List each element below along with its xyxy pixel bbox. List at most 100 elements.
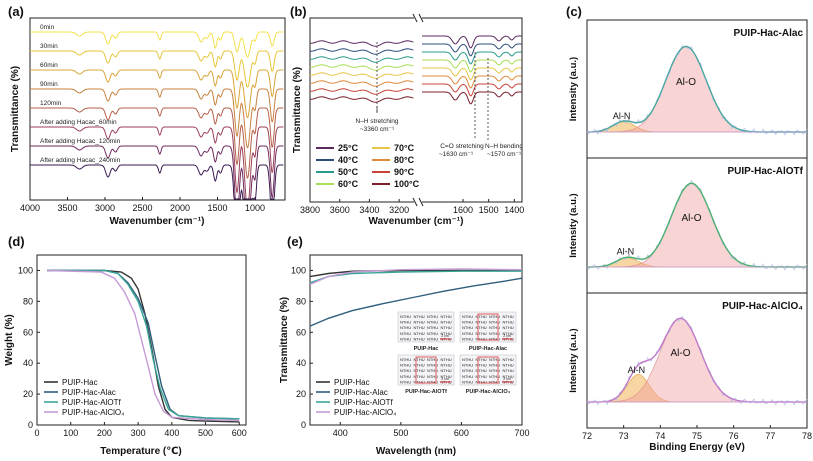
x-tick-label: 3500 <box>57 203 77 213</box>
panel-b-co-stretching-label: C=O stretching <box>440 143 484 150</box>
inset-photo-label-4: PUIP-Hac-AlClO₄ <box>466 389 511 395</box>
x-tick-label: 73 <box>619 431 629 441</box>
x-tick-label: 600 <box>232 428 247 438</box>
inset-text-pattern: NTHU <box>400 325 411 330</box>
panel-c-x-axis-label: Binding Energy (eV) <box>649 442 745 453</box>
legend-label-4: PUIP-Hac-AlClO₄ <box>334 408 396 417</box>
panel-b-x-ticks: 3800 3600 3400 3200 1600 1500 1400 <box>300 199 524 215</box>
x-tick-label: 3600 <box>330 205 350 215</box>
series-label-5: 120min <box>40 100 62 107</box>
panel-e-y-axis-label: Transmittance (%) <box>279 297 290 383</box>
series-line-right-5 <box>422 67 522 81</box>
legend-label-1: PUIP-Hac <box>62 378 98 387</box>
inset-text-pattern: NTHU <box>427 368 438 373</box>
legend-label-3: PUIP-Hac-AlOTf <box>334 398 393 407</box>
panel-a-x-ticks: 4000 3500 3000 2500 2000 1500 1000 <box>20 197 265 213</box>
y-tick-label: 100 <box>18 265 33 275</box>
series-label-6: After adding Hacac_60min <box>40 119 117 126</box>
inset-text-pattern: NTHU <box>489 320 500 325</box>
inset-text-pattern: NTHU <box>462 379 473 384</box>
x-tick-label: 4000 <box>20 203 40 213</box>
x-tick-label: 1400 <box>504 205 524 215</box>
x-tick-label: 200 <box>97 428 112 438</box>
panel-d-x-axis-label: Temperature (℃) <box>100 446 181 457</box>
y-tick-label: 20 <box>23 389 33 399</box>
legend-label-2: 40°C <box>338 155 359 165</box>
series-line-4 <box>30 88 284 149</box>
legend-label-4: 60°C <box>338 179 359 189</box>
inset-text-pattern: NTHU <box>476 325 487 330</box>
x-tick-label: 72 <box>582 431 592 441</box>
panel-a-curves <box>30 31 284 200</box>
inset-text-pattern: NTHU <box>503 368 514 373</box>
inset-text-pattern: NTHU <box>462 363 473 368</box>
inset-text-pattern: NTHU <box>400 320 411 325</box>
inset-text-pattern: NTHU <box>441 320 452 325</box>
series-line-left-3 <box>310 56 414 63</box>
inset-text-pattern: NTHU <box>414 374 425 379</box>
legend-label-2: PUIP-Hac-Alac <box>62 388 116 397</box>
x-tick-label: 400 <box>164 428 179 438</box>
series-line-right-6 <box>422 75 522 89</box>
legend-label-1: 25°C <box>338 143 359 153</box>
series-line-5 <box>30 107 284 179</box>
series-line-right-7 <box>422 83 522 97</box>
inset-photo-4 <box>459 354 517 386</box>
series-label-8: After adding Hacac_240min <box>40 157 121 164</box>
legend-label-8: 100°C <box>394 179 420 189</box>
panel-e-letter: (e) <box>287 234 303 249</box>
inset-text-pattern: NTHU <box>489 363 500 368</box>
panel-e-frame <box>309 254 523 426</box>
inset-photo-2 <box>459 311 517 343</box>
y-tick-label: 100 <box>291 265 306 275</box>
inset-text-pattern: NTHU <box>462 357 473 362</box>
inset-text-pattern: NTHU <box>414 368 425 373</box>
inset-text-pattern: NTHU <box>400 368 411 373</box>
y-tick-label: 20 <box>296 389 306 399</box>
panel-b-co-stretching-value: ~1630 cm⁻¹ <box>439 151 474 158</box>
legend-label-7: 90°C <box>394 167 415 177</box>
inset-text-pattern: NTHU <box>441 357 452 362</box>
x-tick-label: 300 <box>131 428 146 438</box>
panel-d-legend: PUIP-HacPUIP-Hac-AlacPUIP-Hac-AlOTfPUIP-… <box>44 378 124 417</box>
x-tick-label: 74 <box>655 431 665 441</box>
panel-b-break-mark-3 <box>412 197 418 207</box>
inset-text-pattern: NTHU <box>462 314 473 319</box>
x-tick-label: 1500 <box>207 203 227 213</box>
series-line-right-2 <box>422 43 522 57</box>
panel-b-x-axis-label: Wavenumber (cm⁻¹) <box>369 216 464 227</box>
y-tick-label: 60 <box>296 327 306 337</box>
inset-text-pattern: NTHU <box>441 314 452 319</box>
inset-photo-3 <box>397 354 455 386</box>
inset-text-pattern: NTHU <box>427 325 438 330</box>
inset-scale-label-3: 2 cm <box>441 377 449 381</box>
inset-text-pattern: NTHU <box>503 357 514 362</box>
inset-text-pattern: NTHU <box>427 331 438 336</box>
series-label-1: 0min <box>40 24 54 31</box>
x-tick-label: 77 <box>765 431 775 441</box>
al-o-label-3: Al-O <box>671 348 691 359</box>
series-label-4: 90min <box>40 81 58 88</box>
series-line-1 <box>30 31 284 58</box>
panel-b-break-mark-4 <box>418 197 424 207</box>
panel-b-axis-break-top <box>414 12 422 22</box>
y-tick-label: 80 <box>23 296 33 306</box>
inset-photo-label-1: PUIP-Hac <box>414 346 439 352</box>
inset-text-pattern: NTHU <box>476 314 487 319</box>
inset-text-pattern: NTHU <box>503 314 514 319</box>
series-line-6 <box>30 126 284 200</box>
legend-label-1: PUIP-Hac <box>334 378 370 387</box>
inset-text-pattern: NTHU <box>476 379 487 384</box>
inset-text-pattern: NTHU <box>414 363 425 368</box>
inset-text-pattern: NTHU <box>462 336 473 341</box>
inset-text-pattern: NTHU <box>414 331 425 336</box>
panel-d-y-axis-label: Weight (%) <box>4 314 15 365</box>
al-o-peak-3 <box>587 317 807 403</box>
series-label-3: 60min <box>40 62 58 69</box>
y-axis-label-2: Intensity (a.u.) <box>568 193 579 257</box>
inset-text-pattern: NTHU <box>400 379 411 384</box>
inset-text-pattern: NTHU <box>476 368 487 373</box>
panel-b-nh-stretching-label: N–H stretching <box>356 118 399 125</box>
legend-label-6: 80°C <box>394 155 415 165</box>
x-tick-label: 1600 <box>453 205 473 215</box>
